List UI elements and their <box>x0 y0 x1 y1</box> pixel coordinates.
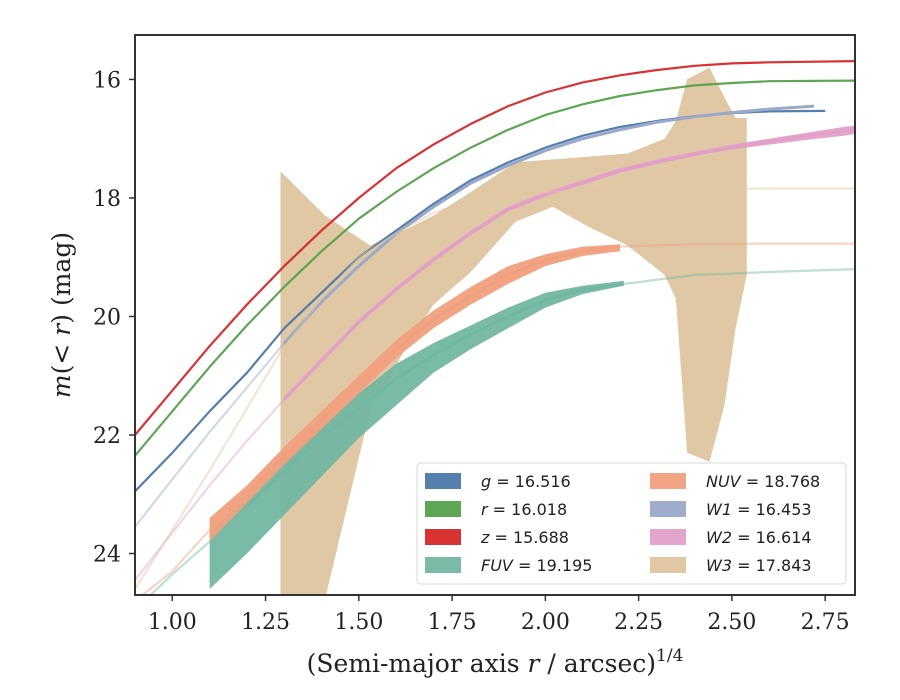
series-w3 <box>135 187 855 590</box>
legend-frame <box>416 462 847 585</box>
series-r <box>135 79 855 457</box>
legend-swatch-g <box>425 473 461 489</box>
legend-label-w2: W2 = 16.614 <box>706 528 812 547</box>
series-z <box>135 60 855 436</box>
y-tick-label: 20 <box>93 305 121 330</box>
legend-label-w1: W1 = 16.453 <box>706 500 812 519</box>
series-line-measured-w1 <box>283 104 815 345</box>
series-line-w3 <box>135 187 855 590</box>
x-tick-label: 1.75 <box>428 610 477 635</box>
y-tick-label: 22 <box>93 424 121 449</box>
legend-swatch-fuv <box>425 557 461 573</box>
y-axis-ticks: 16 18 20 22 24 <box>93 68 135 568</box>
legend-swatch-r <box>425 501 461 517</box>
series-w1 <box>135 104 815 528</box>
legend-swatch-w3 <box>650 557 686 573</box>
legend-label-nuv: NUV = 18.768 <box>706 472 820 491</box>
series-nuv <box>140 242 855 595</box>
legend-swatch-w2 <box>650 529 686 545</box>
legend-label-r: r = 16.018 <box>481 500 567 519</box>
series-band-w3 <box>280 67 747 595</box>
y-tick-label: 18 <box>93 187 121 212</box>
x-tick-label: 2.50 <box>707 610 756 635</box>
legend-label-fuv: FUV = 19.195 <box>481 556 592 575</box>
y-tick-label: 24 <box>93 543 121 568</box>
x-tick-label: 2.75 <box>801 610 850 635</box>
plot-frame <box>134 34 856 596</box>
x-axis-ticks: 1.00 1.25 1.50 1.75 2.00 2.25 2.50 2.75 <box>148 595 850 635</box>
series-w2 <box>135 125 855 581</box>
x-tick-label: 2.00 <box>521 610 570 635</box>
legend: g = 16.516 r = 16.018 z = 15.688 FUV = 19.1… <box>416 462 847 585</box>
legend-label-z: z = 15.688 <box>480 528 569 547</box>
series-line-z <box>135 60 855 436</box>
x-tick-label: 1.00 <box>148 610 197 635</box>
series-line-measured-nuv <box>245 245 621 496</box>
legend-swatch-nuv <box>650 473 686 489</box>
series-line-r <box>135 79 855 457</box>
x-tick-label: 1.50 <box>334 610 383 635</box>
series-line-measured-w2 <box>283 128 855 401</box>
x-tick-label: 2.25 <box>614 610 663 635</box>
y-axis-label: m(< r) (mag) <box>47 232 76 398</box>
series-layer <box>135 60 855 595</box>
legend-label-g: g = 16.516 <box>481 472 571 491</box>
x-tick-label: 1.25 <box>241 610 290 635</box>
series-line-measured-fuv <box>245 282 624 508</box>
y-tick-label: 16 <box>93 68 121 93</box>
series-fuv <box>148 268 855 595</box>
legend-swatch-z <box>425 529 461 545</box>
x-axis-label: (Semi-major axis r / arcsec)1/4 <box>307 646 684 678</box>
legend-swatch-w1 <box>650 501 686 517</box>
legend-label-w3: W3 = 17.843 <box>706 556 812 575</box>
